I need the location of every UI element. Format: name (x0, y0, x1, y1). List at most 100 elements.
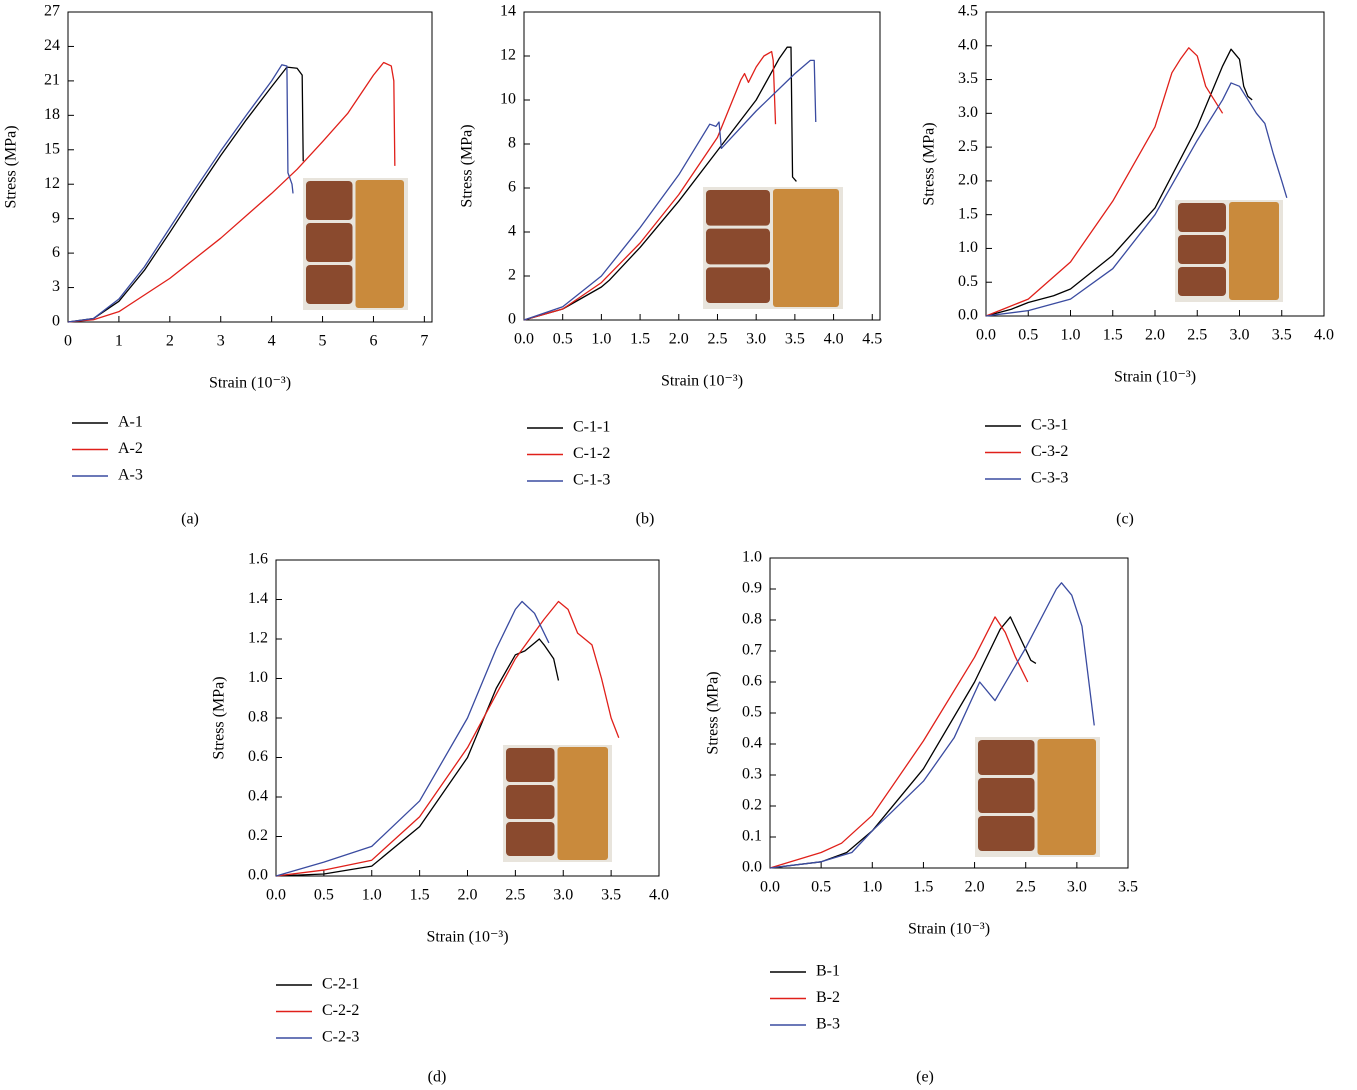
x-tick-label: 1.5 (630, 331, 650, 348)
data-line (67, 66, 304, 323)
y-tick-label: 6 (52, 244, 60, 261)
legend-label: A-3 (118, 467, 143, 484)
x-axis-title: Strain (10⁻³) (661, 373, 743, 390)
legend-label: B-1 (816, 963, 840, 980)
x-tick-label: 6 (369, 333, 377, 350)
legend-label: B-2 (816, 989, 840, 1006)
specimen-side (706, 267, 770, 303)
y-tick-label: 1.0 (248, 669, 268, 686)
y-tick-label: 1.6 (248, 551, 268, 568)
x-axis-title: Strain (10⁻³) (908, 921, 990, 938)
y-tick-label: 0.7 (742, 642, 762, 659)
specimen-side (978, 778, 1035, 813)
data-line (275, 600, 550, 877)
data-line (523, 50, 777, 321)
x-tick-label: 5 (319, 333, 327, 350)
x-axis-title: Strain (10⁻³) (426, 929, 508, 946)
specimen-split (355, 180, 404, 308)
specimen-side (306, 181, 353, 220)
y-tick-label: 0.9 (742, 580, 762, 597)
specimen-side (306, 265, 353, 304)
specimen-split (1037, 739, 1096, 855)
data-line (523, 46, 797, 321)
plot-frame (67, 11, 433, 323)
specimen-side (506, 785, 555, 819)
legend-label: C-2-1 (322, 976, 359, 993)
x-tick-label: 1.0 (1061, 327, 1081, 344)
panel-caption: (e) (916, 1069, 934, 1086)
x-axis-title: Strain (10⁻³) (1114, 369, 1196, 386)
x-tick-label: 2.0 (458, 887, 478, 904)
y-tick-label: 0.5 (958, 273, 978, 290)
x-tick-label: 0.5 (1018, 327, 1038, 344)
x-tick-label: 0.0 (976, 327, 996, 344)
y-tick-label: 2.0 (958, 172, 978, 189)
specimen-side (978, 816, 1035, 851)
x-tick-label: 3.5 (601, 887, 621, 904)
y-tick-label: 1.0 (958, 239, 978, 256)
y-tick-label: 0.5 (742, 704, 762, 721)
x-tick-label: 1.5 (913, 879, 933, 896)
y-tick-label: 1.4 (248, 590, 268, 607)
x-tick-label: 0.5 (553, 331, 573, 348)
legend-label: C-1-3 (573, 472, 610, 489)
legend-label: A-1 (118, 414, 143, 431)
specimen-side (306, 223, 353, 262)
y-tick-label: 9 (52, 209, 60, 226)
x-tick-label: 0.0 (760, 879, 780, 896)
specimen-side (706, 190, 770, 226)
y-tick-label: 0 (508, 311, 516, 328)
y-tick-label: 14 (500, 3, 516, 20)
y-axis-title: Stress (MPa) (459, 124, 476, 207)
x-tick-label: 4.0 (649, 887, 669, 904)
legend-label: C-1-1 (573, 419, 610, 436)
x-tick-label: 3.0 (1230, 327, 1250, 344)
x-tick-label: 1.0 (591, 331, 611, 348)
legend-label: C-1-2 (573, 445, 610, 462)
panel-caption: (a) (181, 511, 199, 528)
x-tick-label: 2.0 (1145, 327, 1165, 344)
y-tick-label: 12 (44, 175, 60, 192)
x-tick-label: 2 (166, 333, 174, 350)
data-line (67, 64, 294, 323)
inset-photo (703, 187, 843, 309)
x-tick-label: 3 (217, 333, 225, 350)
x-tick-label: 1.0 (862, 879, 882, 896)
x-tick-label: 0 (64, 333, 72, 350)
y-tick-label: 3 (52, 278, 60, 295)
y-tick-label: 4.0 (958, 36, 978, 53)
y-tick-label: 1.2 (248, 630, 268, 647)
x-tick-label: 2.5 (1187, 327, 1207, 344)
y-tick-label: 3.0 (958, 104, 978, 121)
y-tick-label: 0.6 (742, 673, 762, 690)
x-tick-label: 3.5 (1118, 879, 1138, 896)
y-tick-label: 1.5 (958, 205, 978, 222)
x-tick-label: 4.0 (824, 331, 844, 348)
x-tick-label: 0.0 (266, 887, 286, 904)
inset-photo (303, 178, 408, 310)
panel-caption: (c) (1116, 511, 1134, 528)
legend-label: C-3-3 (1031, 470, 1068, 487)
x-tick-label: 3.0 (1067, 879, 1087, 896)
y-axis-title: Stress (MPa) (3, 125, 20, 208)
x-tick-label: 4.5 (862, 331, 882, 348)
data-line (769, 582, 1095, 869)
specimen-side (1178, 235, 1226, 264)
data-line (769, 616, 1037, 869)
legend-label: C-3-1 (1031, 417, 1068, 434)
legend-label: C-2-2 (322, 1002, 359, 1019)
data-line (769, 616, 1029, 869)
x-tick-label: 1 (115, 333, 123, 350)
y-tick-label: 0.2 (742, 797, 762, 814)
data-line (275, 600, 620, 877)
y-tick-label: 21 (44, 72, 60, 89)
x-tick-label: 7 (420, 333, 428, 350)
y-axis-title: Stress (MPa) (921, 122, 938, 205)
x-tick-label: 4.0 (1314, 327, 1334, 344)
y-tick-label: 4.5 (958, 3, 978, 20)
x-tick-label: 2.0 (965, 879, 985, 896)
specimen-side (706, 228, 770, 265)
y-tick-label: 6 (508, 179, 516, 196)
y-tick-label: 12 (500, 47, 516, 64)
y-tick-label: 0.6 (248, 748, 268, 765)
